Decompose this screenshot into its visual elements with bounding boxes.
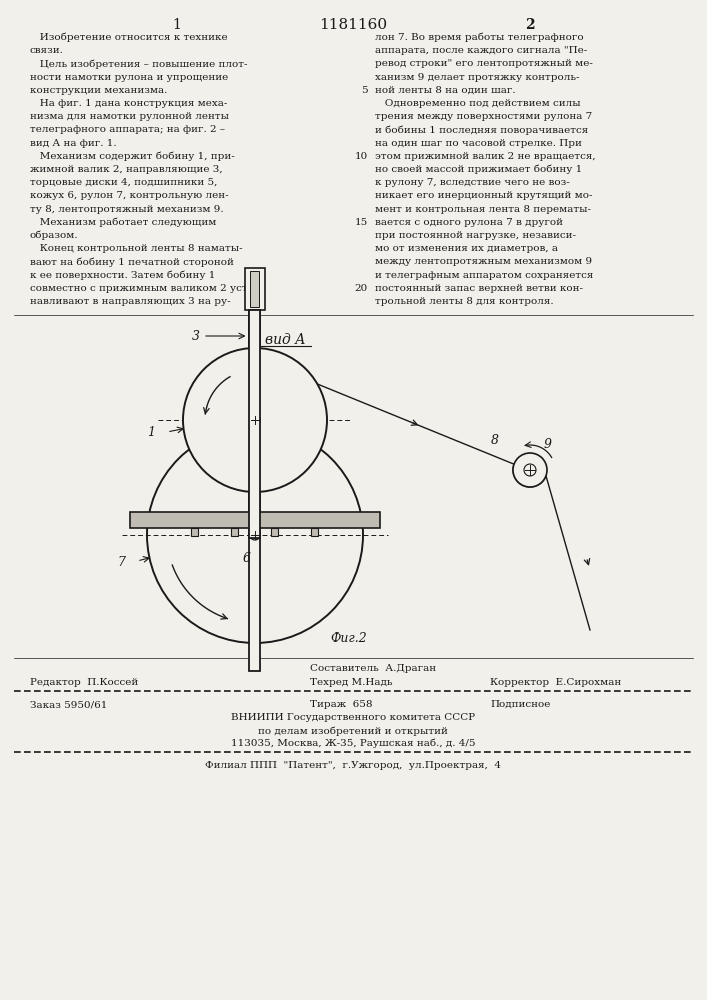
- Text: 20: 20: [355, 284, 368, 293]
- Text: 10: 10: [355, 152, 368, 161]
- Bar: [192, 528, 199, 536]
- Text: 1: 1: [173, 18, 182, 32]
- Text: 113035, Москва, Ж-35, Раушская наб., д. 4/5: 113035, Москва, Ж-35, Раушская наб., д. …: [230, 739, 475, 748]
- Text: Составитель  А.Драган: Составитель А.Драган: [310, 664, 436, 673]
- Bar: [250, 310, 260, 538]
- Text: Фиг.2: Фиг.2: [330, 632, 367, 645]
- Text: Заказ 5950/61: Заказ 5950/61: [30, 700, 107, 709]
- Text: ности намотки рулона и упрощение: ности намотки рулона и упрощение: [30, 73, 228, 82]
- Bar: [250, 310, 260, 671]
- Text: вается с одного рулона 7 в другой: вается с одного рулона 7 в другой: [375, 218, 563, 227]
- Text: постоянный запас верхней ветви кон-: постоянный запас верхней ветви кон-: [375, 284, 583, 293]
- Circle shape: [147, 427, 363, 643]
- Text: Цель изобретения – повышение плот-: Цель изобретения – повышение плот-: [30, 59, 247, 69]
- Text: Подписное: Подписное: [490, 700, 550, 709]
- Text: лон 7. Во время работы телеграфного: лон 7. Во время работы телеграфного: [375, 33, 583, 42]
- Text: Изобретение относится к технике: Изобретение относится к технике: [30, 33, 228, 42]
- Text: но своей массой прижимает бобину 1: но своей массой прижимает бобину 1: [375, 165, 583, 174]
- Text: между лентопротяжным механизмом 9: между лентопротяжным механизмом 9: [375, 257, 592, 266]
- Text: 15: 15: [355, 218, 368, 227]
- Text: низма для намотки рулонной ленты: низма для намотки рулонной ленты: [30, 112, 229, 121]
- Text: 9: 9: [544, 438, 552, 452]
- Text: никает его инерционный крутящий мо-: никает его инерционный крутящий мо-: [375, 191, 592, 200]
- Text: Механизм работает следующим: Механизм работает следующим: [30, 218, 216, 227]
- Text: вид А: вид А: [264, 333, 305, 347]
- Text: 3: 3: [192, 330, 200, 342]
- Circle shape: [250, 530, 260, 540]
- Text: 2: 2: [525, 18, 534, 32]
- Text: к ее поверхности. Затем бобину 1: к ее поверхности. Затем бобину 1: [30, 271, 216, 280]
- Text: совместно с прижимным валиком 2 уста-: совместно с прижимным валиком 2 уста-: [30, 284, 257, 293]
- Text: вают на бобину 1 печатной стороной: вают на бобину 1 печатной стороной: [30, 257, 234, 267]
- Text: ной ленты 8 на один шаг.: ной ленты 8 на один шаг.: [375, 86, 515, 95]
- Text: 5: 5: [361, 86, 368, 95]
- Bar: [250, 271, 259, 307]
- Text: Механизм содержит бобину 1, при-: Механизм содержит бобину 1, при-: [30, 152, 235, 161]
- Text: и бобины 1 последняя поворачивается: и бобины 1 последняя поворачивается: [375, 125, 588, 135]
- Text: ВНИИПИ Государственного комитета СССР: ВНИИПИ Государственного комитета СССР: [231, 713, 475, 722]
- Text: 1181160: 1181160: [319, 18, 387, 32]
- Bar: [231, 528, 238, 536]
- Text: трольной ленты 8 для контроля.: трольной ленты 8 для контроля.: [375, 297, 554, 306]
- Circle shape: [183, 348, 327, 492]
- Text: Редактор  П.Коссей: Редактор П.Коссей: [30, 678, 139, 687]
- Text: на один шаг по часовой стрелке. При: на один шаг по часовой стрелке. При: [375, 139, 582, 148]
- Text: связи.: связи.: [30, 46, 64, 55]
- Text: Тираж  658: Тираж 658: [310, 700, 373, 709]
- Circle shape: [250, 415, 260, 425]
- Text: трения между поверхностями рулона 7: трения между поверхностями рулона 7: [375, 112, 592, 121]
- Text: образом.: образом.: [30, 231, 78, 240]
- Text: навливают в направляющих 3 на ру-: навливают в направляющих 3 на ру-: [30, 297, 230, 306]
- Text: мент и контрольная лента 8 перематы-: мент и контрольная лента 8 перематы-: [375, 205, 591, 214]
- Text: Корректор  Е.Сирохман: Корректор Е.Сирохман: [490, 678, 621, 687]
- Text: Техред М.Надь: Техред М.Надь: [310, 678, 392, 687]
- Text: ханизм 9 делает протяжку контроль-: ханизм 9 делает протяжку контроль-: [375, 73, 580, 82]
- Text: по делам изобретений и открытий: по делам изобретений и открытий: [258, 726, 448, 736]
- Text: ту 8, лентопротяжный механизм 9.: ту 8, лентопротяжный механизм 9.: [30, 205, 223, 214]
- Text: при постоянной нагрузке, независи-: при постоянной нагрузке, независи-: [375, 231, 576, 240]
- Text: На фиг. 1 дана конструкция меха-: На фиг. 1 дана конструкция меха-: [30, 99, 228, 108]
- Text: и телеграфным аппаратом сохраняется: и телеграфным аппаратом сохраняется: [375, 271, 593, 280]
- Bar: [312, 528, 318, 536]
- Text: 6: 6: [243, 552, 251, 565]
- Text: этом прижимной валик 2 не вращается,: этом прижимной валик 2 не вращается,: [375, 152, 595, 161]
- Text: к рулону 7, вследствие чего не воз-: к рулону 7, вследствие чего не воз-: [375, 178, 570, 187]
- Bar: [271, 528, 279, 536]
- Text: Конец контрольной ленты 8 наматы-: Конец контрольной ленты 8 наматы-: [30, 244, 243, 253]
- Bar: [245, 268, 265, 310]
- Text: аппарата, после каждого сигнала "Пе-: аппарата, после каждого сигнала "Пе-: [375, 46, 588, 55]
- Text: 1: 1: [147, 426, 155, 438]
- Text: Филиал ППП  "Патент",  г.Ужгород,  ул.Проектрая,  4: Филиал ППП "Патент", г.Ужгород, ул.Проек…: [205, 761, 501, 770]
- Text: телеграфного аппарата; на фиг. 2 –: телеграфного аппарата; на фиг. 2 –: [30, 125, 225, 134]
- Text: Одновременно под действием силы: Одновременно под действием силы: [375, 99, 580, 108]
- Text: мо от изменения их диаметров, а: мо от изменения их диаметров, а: [375, 244, 558, 253]
- Text: конструкции механизма.: конструкции механизма.: [30, 86, 168, 95]
- Circle shape: [513, 453, 547, 487]
- Text: кожух 6, рулон 7, контрольную лен-: кожух 6, рулон 7, контрольную лен-: [30, 191, 228, 200]
- Bar: [130, 512, 380, 528]
- Text: торцовые диски 4, подшипники 5,: торцовые диски 4, подшипники 5,: [30, 178, 217, 187]
- Text: вид А на фиг. 1.: вид А на фиг. 1.: [30, 139, 117, 148]
- Text: жимной валик 2, направляющие 3,: жимной валик 2, направляющие 3,: [30, 165, 223, 174]
- Text: ревод строки" его лентопротяжный ме-: ревод строки" его лентопротяжный ме-: [375, 59, 593, 68]
- Text: 7: 7: [117, 556, 125, 570]
- Text: 8: 8: [491, 434, 499, 446]
